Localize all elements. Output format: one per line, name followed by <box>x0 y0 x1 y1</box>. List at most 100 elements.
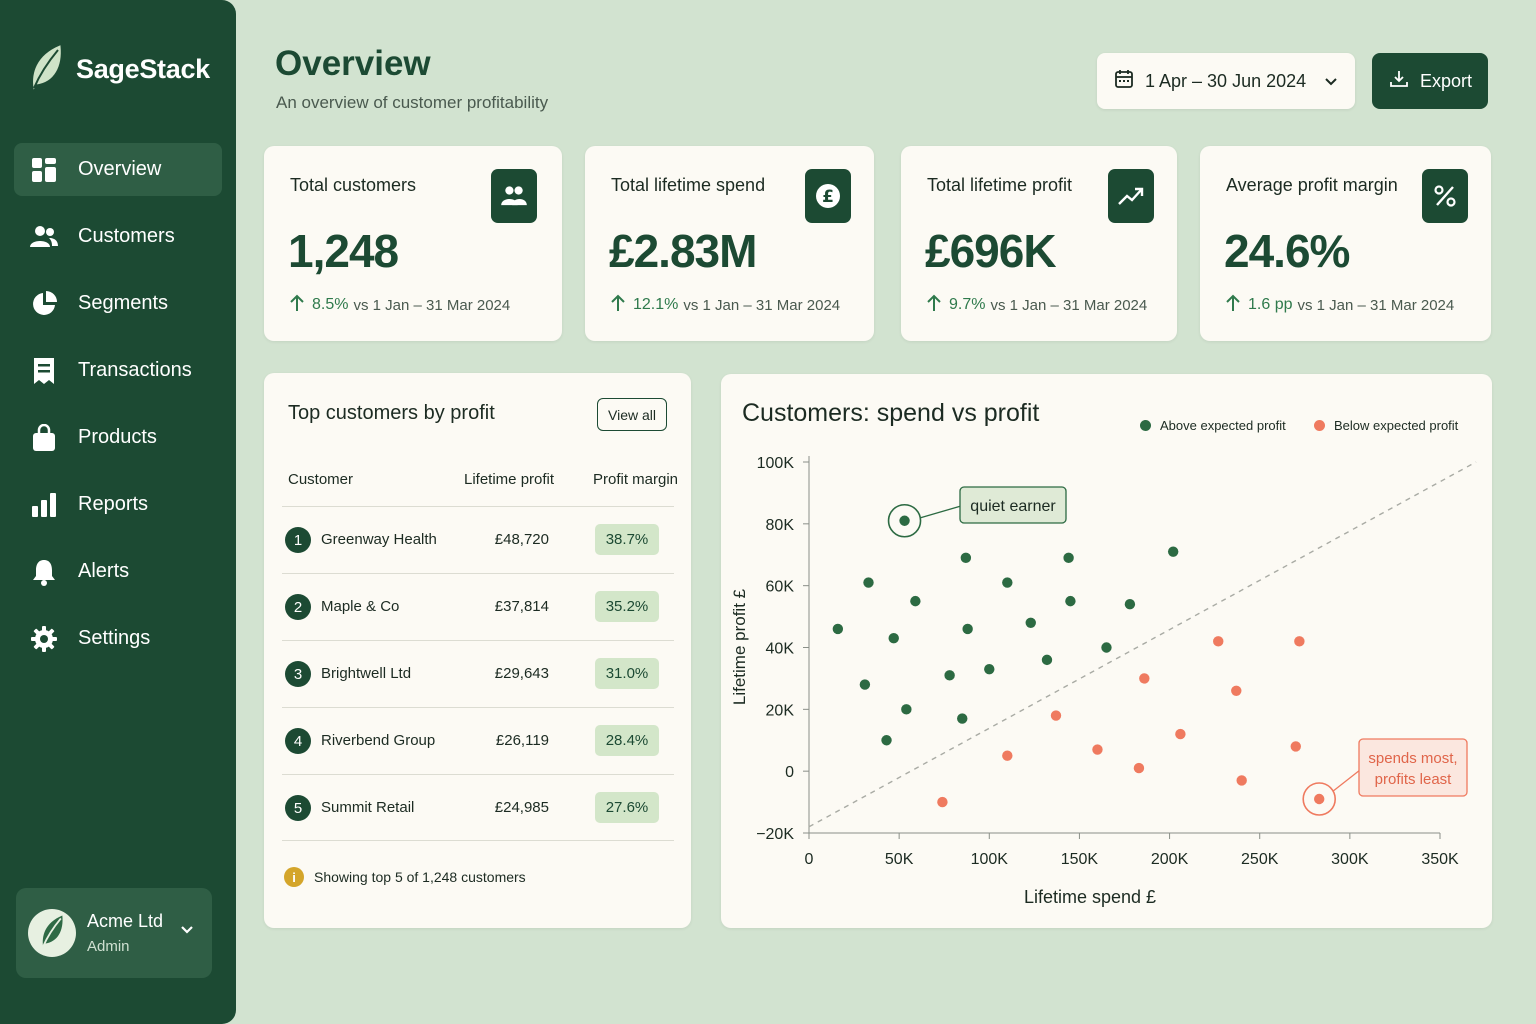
scatter-point-above <box>960 552 972 564</box>
sidebar-item-customers[interactable]: Customers <box>14 210 222 263</box>
margin-badge: 28.4% <box>595 725 659 756</box>
legend-label: Above expected profit <box>1160 418 1286 433</box>
sidebar-item-label: Alerts <box>78 560 130 582</box>
sidebar-item-label: Reports <box>78 493 149 515</box>
column-header-lifetime-profit[interactable]: Lifetime profit <box>464 471 555 488</box>
table-row[interactable]: 1 Greenway Health £48,720 38.7% <box>282 507 674 573</box>
sidebar-item-reports[interactable]: Reports <box>14 478 222 531</box>
x-tick-label: 350K <box>1421 851 1459 868</box>
x-tick-label: 300K <box>1331 851 1369 868</box>
bag-icon <box>30 423 58 452</box>
margin-badge: 27.6% <box>595 792 659 823</box>
account-switcher[interactable]: Acme Ltd Admin <box>16 888 212 978</box>
export-button[interactable]: Export <box>1372 53 1488 109</box>
x-axis-label: Lifetime spend £ <box>1024 887 1156 907</box>
scatter-point-above <box>910 595 921 607</box>
sidebar-item-label: Customers <box>78 225 175 247</box>
rank-badge: 3 <box>285 661 311 687</box>
kpi-value: £696K <box>925 225 1057 277</box>
scatter-point-below <box>1231 685 1242 696</box>
kpi-delta-value: 9.7% <box>949 296 986 313</box>
info-icon: i <box>284 867 304 887</box>
sidebar-item-label: Settings <box>78 627 151 649</box>
annotation-label: quiet earner <box>970 498 1056 515</box>
divider <box>282 840 674 841</box>
sidebar-item-products[interactable]: Products <box>14 411 222 464</box>
receipt-icon <box>30 357 58 385</box>
y-tick-label: 40K <box>766 641 795 658</box>
scatter-point-above <box>1025 617 1036 628</box>
chevron-down-icon <box>180 922 194 940</box>
scatter-point-above <box>962 623 973 635</box>
scatter-point-above <box>1041 654 1053 666</box>
scatter-point-above <box>832 623 844 635</box>
scatter-chart-card: Customers: spend vs profit Above expecte… <box>721 374 1492 928</box>
customer-name: Maple & Co <box>321 598 400 615</box>
avatar <box>28 909 76 957</box>
scatter-point-above <box>859 679 871 690</box>
margin-badge: 38.7% <box>595 524 659 555</box>
column-header-customer[interactable]: Customer <box>288 471 354 488</box>
scatter-point-above <box>944 670 955 681</box>
kpi-card-lifetime-spend: Total lifetime spend £ £2.83M 12.1% vs 1… <box>585 146 874 341</box>
sidebar-item-overview[interactable]: Overview <box>14 143 222 196</box>
svg-text:£: £ <box>822 187 834 207</box>
scatter-point-above <box>901 704 912 715</box>
sidebar-item-transactions[interactable]: Transactions <box>14 344 222 397</box>
chart-title: Customers: spend vs profit <box>742 399 1040 427</box>
chevron-down-icon <box>1324 71 1338 92</box>
users-icon <box>30 223 58 251</box>
scatter-point-above <box>984 663 995 675</box>
footnote-text: Showing top 5 of 1,248 customers <box>314 869 526 885</box>
scatter-point-below <box>1050 710 1062 721</box>
scatter-point-above <box>1065 595 1076 607</box>
divider <box>282 774 674 775</box>
scatter-point-above <box>1063 552 1074 564</box>
kpi-delta: 1.6 pp vs 1 Jan – 31 Mar 2024 <box>1226 294 1454 316</box>
annotation-label: profits least <box>1375 771 1453 788</box>
gear-icon <box>30 625 58 653</box>
sidebar-item-alerts[interactable]: Alerts <box>14 545 222 598</box>
pie-icon <box>30 290 58 318</box>
y-tick-label: 80K <box>766 517 795 534</box>
table-row[interactable]: 2 Maple & Co £37,814 35.2% <box>282 574 674 640</box>
kpi-comparison: vs 1 Jan – 31 Mar 2024 <box>1297 296 1455 314</box>
leaf-icon <box>38 914 66 953</box>
scatter-point-above <box>863 577 874 588</box>
legend-item-below: Below expected profit <box>1314 418 1458 433</box>
kpi-value: £2.83M <box>609 225 757 277</box>
table-row[interactable]: 4 Riverbend Group £26,119 28.4% <box>282 708 674 774</box>
y-tick-label: 0 <box>785 764 794 781</box>
date-range-value: 1 Apr – 30 Jun 2024 <box>1145 70 1307 91</box>
customer-name: Summit Retail <box>321 799 415 816</box>
divider <box>282 506 674 507</box>
annotation-ring <box>887 503 922 538</box>
table-footnote: i Showing top 5 of 1,248 customers <box>284 867 526 887</box>
date-range-picker[interactable]: 1 Apr – 30 Jun 2024 <box>1097 53 1355 109</box>
sidebar-item-label: Transactions <box>78 359 192 381</box>
brand[interactable]: SageStack <box>28 44 210 95</box>
grid-icon <box>30 156 58 184</box>
scatter-point-above <box>899 515 910 526</box>
rank-badge: 1 <box>285 527 311 553</box>
margin-badge: 31.0% <box>595 658 659 689</box>
sidebar-item-label: Segments <box>78 292 169 314</box>
annotation-box <box>959 486 1067 524</box>
table-row[interactable]: 3 Brightwell Ltd £29,643 31.0% <box>282 641 674 707</box>
customer-name: Riverbend Group <box>321 732 436 749</box>
table-row[interactable]: 5 Summit Retail £24,985 27.6% <box>282 775 674 841</box>
kpi-delta-value: 12.1% <box>633 296 679 313</box>
page-subtitle: An overview of customer profitability <box>276 93 549 112</box>
sidebar-item-segments[interactable]: Segments <box>14 277 222 330</box>
kpi-delta-value: 1.6 pp <box>1248 296 1293 313</box>
scatter-point-above <box>1002 577 1013 588</box>
customer-profit: £26,119 <box>495 732 549 749</box>
y-tick-label: 100K <box>757 455 795 472</box>
page-title: Overview <box>275 44 431 83</box>
view-all-button[interactable]: View all <box>597 398 667 431</box>
x-tick-label: 250K <box>1241 851 1279 868</box>
column-header-profit-margin[interactable]: Profit margin <box>593 471 679 488</box>
customer-profit: £37,814 <box>494 598 549 615</box>
scatter-point-above <box>957 713 968 724</box>
sidebar-item-settings[interactable]: Settings <box>14 612 222 665</box>
